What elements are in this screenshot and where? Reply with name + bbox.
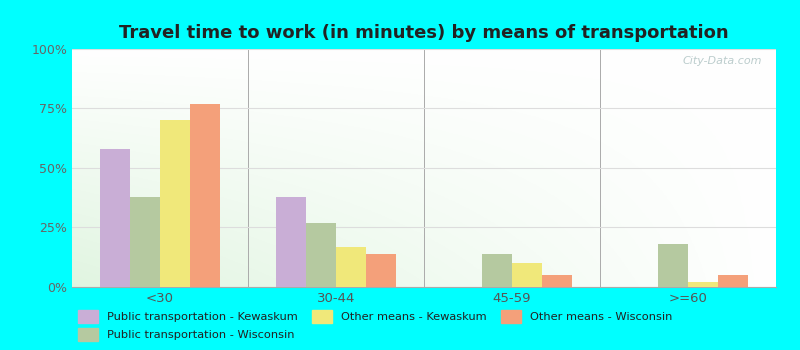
Bar: [100, 149, 130, 287]
Bar: [512, 263, 542, 287]
Bar: [336, 246, 366, 287]
Bar: [718, 275, 748, 287]
Bar: [190, 104, 220, 287]
Bar: [542, 275, 572, 287]
Bar: [366, 254, 396, 287]
Bar: [688, 282, 718, 287]
Bar: [482, 254, 512, 287]
Bar: [160, 120, 190, 287]
Bar: [130, 197, 160, 287]
Title: Travel time to work (in minutes) by means of transportation: Travel time to work (in minutes) by mean…: [119, 24, 729, 42]
Legend: Public transportation - Kewaskum, Public transportation - Wisconsin, Other means: Public transportation - Kewaskum, Public…: [78, 310, 673, 341]
Text: City-Data.com: City-Data.com: [682, 56, 762, 66]
Bar: [306, 223, 336, 287]
Bar: [276, 197, 306, 287]
Bar: [658, 244, 688, 287]
